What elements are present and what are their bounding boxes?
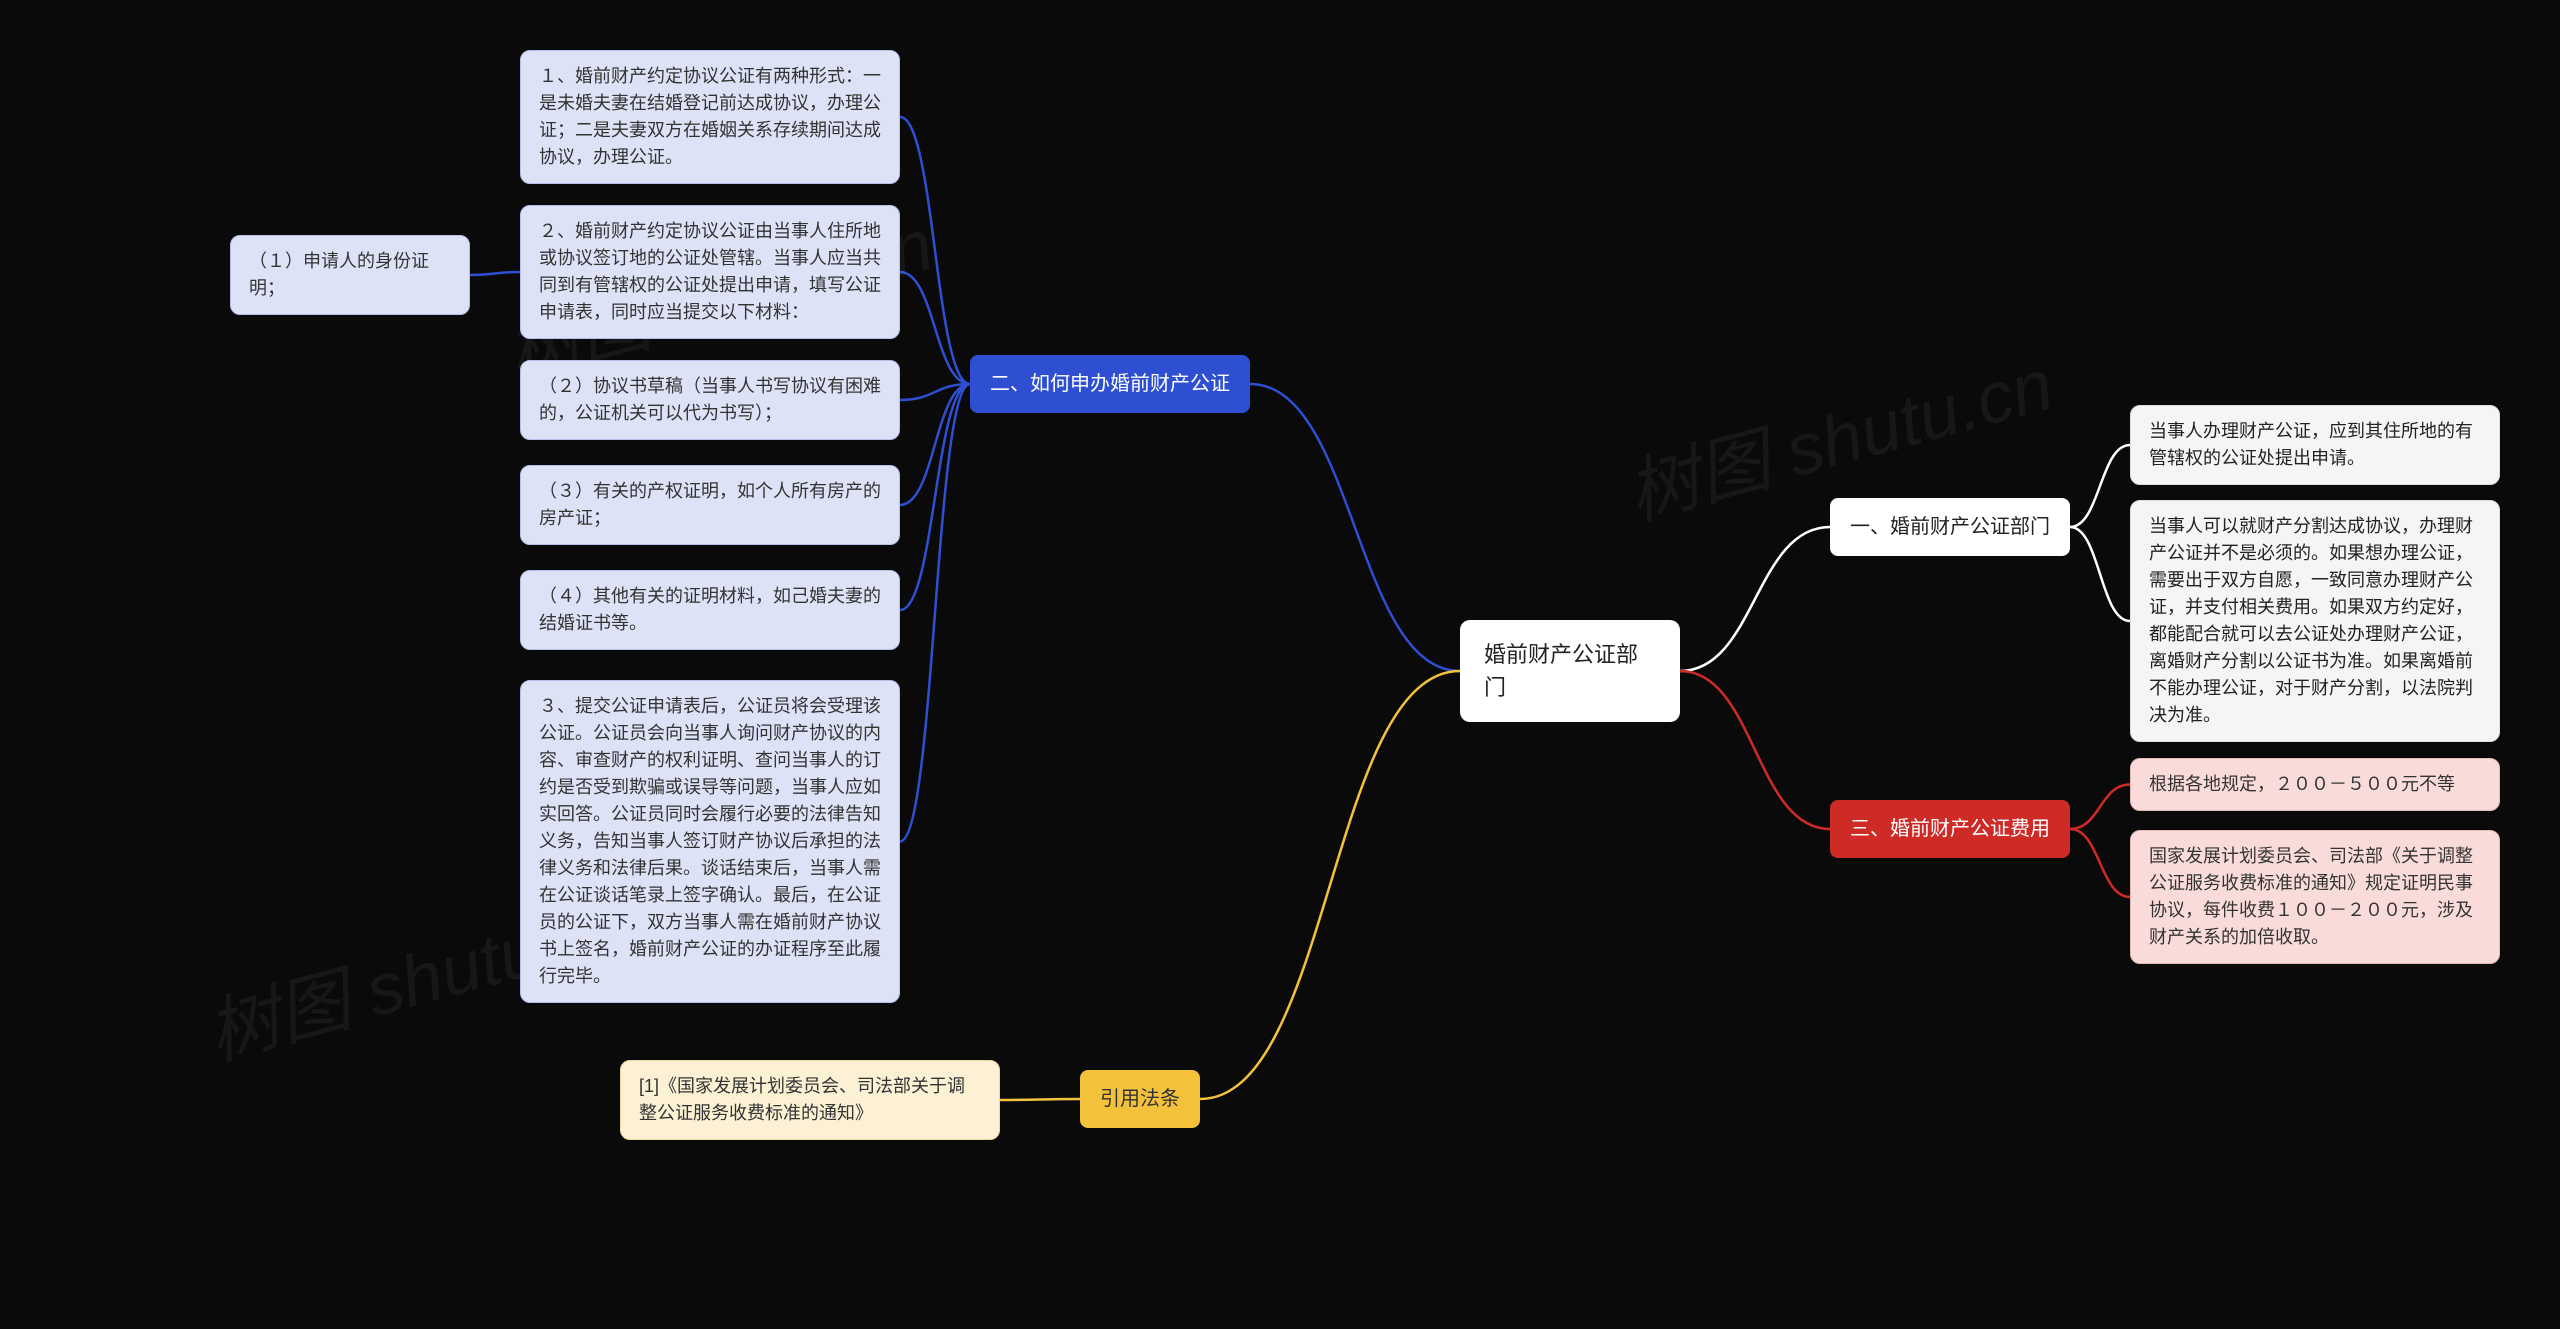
leaf-b1-1[interactable]: 当事人可以就财产分割达成协议，办理财产公证并不是必须的。如果想办理公证，需要出于… <box>2130 500 2500 742</box>
leaf-b2-3[interactable]: （３）有关的产权证明，如个人所有房产的房产证； <box>520 465 900 545</box>
branch-b2[interactable]: 二、如何申办婚前财产公证 <box>970 355 1250 413</box>
leaf-b2-1-child-0[interactable]: （１）申请人的身份证明； <box>230 235 470 315</box>
leaf-b3-1[interactable]: 国家发展计划委员会、司法部《关于调整公证服务收费标准的通知》规定证明民事协议，每… <box>2130 830 2500 964</box>
root-node[interactable]: 婚前财产公证部门 <box>1460 620 1680 722</box>
leaf-b2-4[interactable]: （４）其他有关的证明材料，如己婚夫妻的结婚证书等。 <box>520 570 900 650</box>
leaf-b2-2[interactable]: （２）协议书草稿（当事人书写协议有困难的，公证机关可以代为书写）； <box>520 360 900 440</box>
branch-b3[interactable]: 三、婚前财产公证费用 <box>1830 800 2070 858</box>
leaf-b2-5[interactable]: ３、提交公证申请表后，公证员将会受理该公证。公证员会向当事人询问财产协议的内容、… <box>520 680 900 1003</box>
leaf-b1-0[interactable]: 当事人办理财产公证，应到其住所地的有管辖权的公证处提出申请。 <box>2130 405 2500 485</box>
branch-b4[interactable]: 引用法条 <box>1080 1070 1200 1128</box>
leaf-b2-0[interactable]: １、婚前财产约定协议公证有两种形式：一是未婚夫妻在结婚登记前达成协议，办理公证；… <box>520 50 900 184</box>
leaf-b2-1[interactable]: ２、婚前财产约定协议公证由当事人住所地或协议签订地的公证处管辖。当事人应当共同到… <box>520 205 900 339</box>
branch-b1[interactable]: 一、婚前财产公证部门 <box>1830 498 2070 556</box>
leaf-b4-0[interactable]: [1]《国家发展计划委员会、司法部关于调整公证服务收费标准的通知》 <box>620 1060 1000 1140</box>
leaf-b3-0[interactable]: 根据各地规定，２００－５００元不等 <box>2130 758 2500 811</box>
